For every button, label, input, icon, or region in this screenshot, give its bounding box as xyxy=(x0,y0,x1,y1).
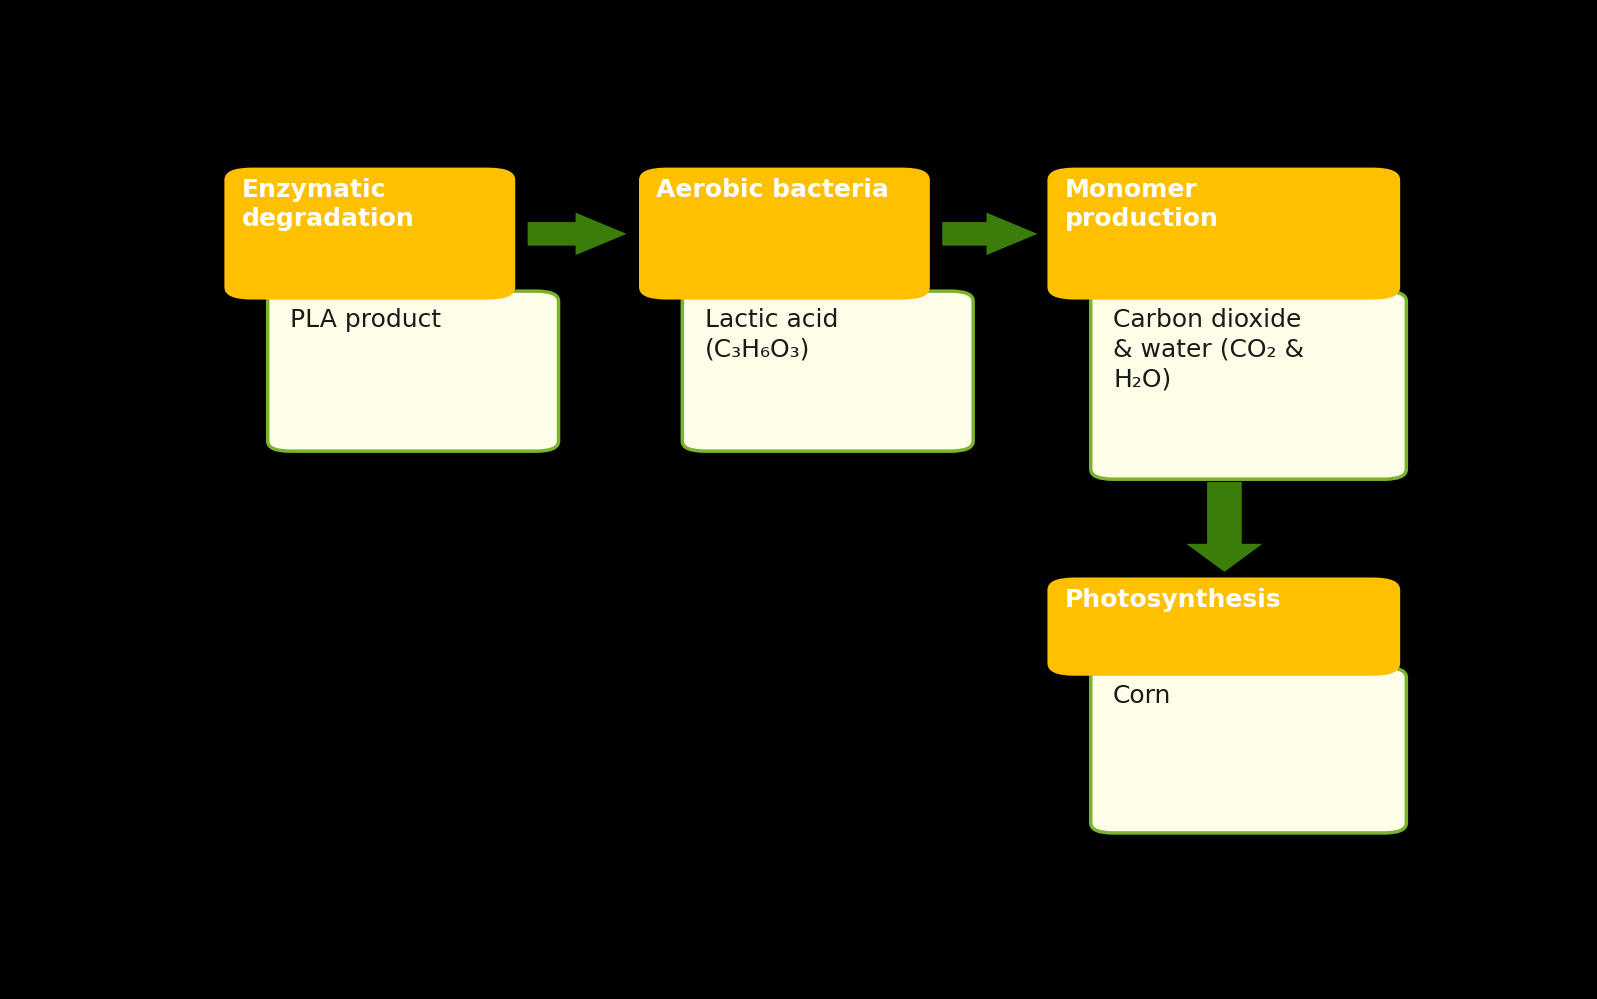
Text: Lactic acid
(C₃H₆O₃): Lactic acid (C₃H₆O₃) xyxy=(704,308,838,362)
Text: Photosynthesis: Photosynthesis xyxy=(1065,587,1281,611)
FancyBboxPatch shape xyxy=(224,168,516,300)
FancyBboxPatch shape xyxy=(1091,667,1407,833)
FancyBboxPatch shape xyxy=(639,168,929,300)
FancyBboxPatch shape xyxy=(268,291,559,452)
FancyBboxPatch shape xyxy=(1048,168,1401,300)
FancyBboxPatch shape xyxy=(1091,291,1407,480)
Text: Enzymatic
degradation: Enzymatic degradation xyxy=(241,178,415,232)
Text: PLA product: PLA product xyxy=(291,308,441,332)
FancyBboxPatch shape xyxy=(682,291,973,452)
FancyBboxPatch shape xyxy=(1048,577,1401,675)
Polygon shape xyxy=(942,213,1038,255)
Text: Corn: Corn xyxy=(1113,684,1172,708)
Text: Carbon dioxide
& water (CO₂ &
H₂O): Carbon dioxide & water (CO₂ & H₂O) xyxy=(1113,308,1305,392)
Polygon shape xyxy=(527,213,626,255)
Text: Monomer
production: Monomer production xyxy=(1065,178,1219,232)
Polygon shape xyxy=(1187,483,1263,571)
Text: Aerobic bacteria: Aerobic bacteria xyxy=(656,178,890,202)
